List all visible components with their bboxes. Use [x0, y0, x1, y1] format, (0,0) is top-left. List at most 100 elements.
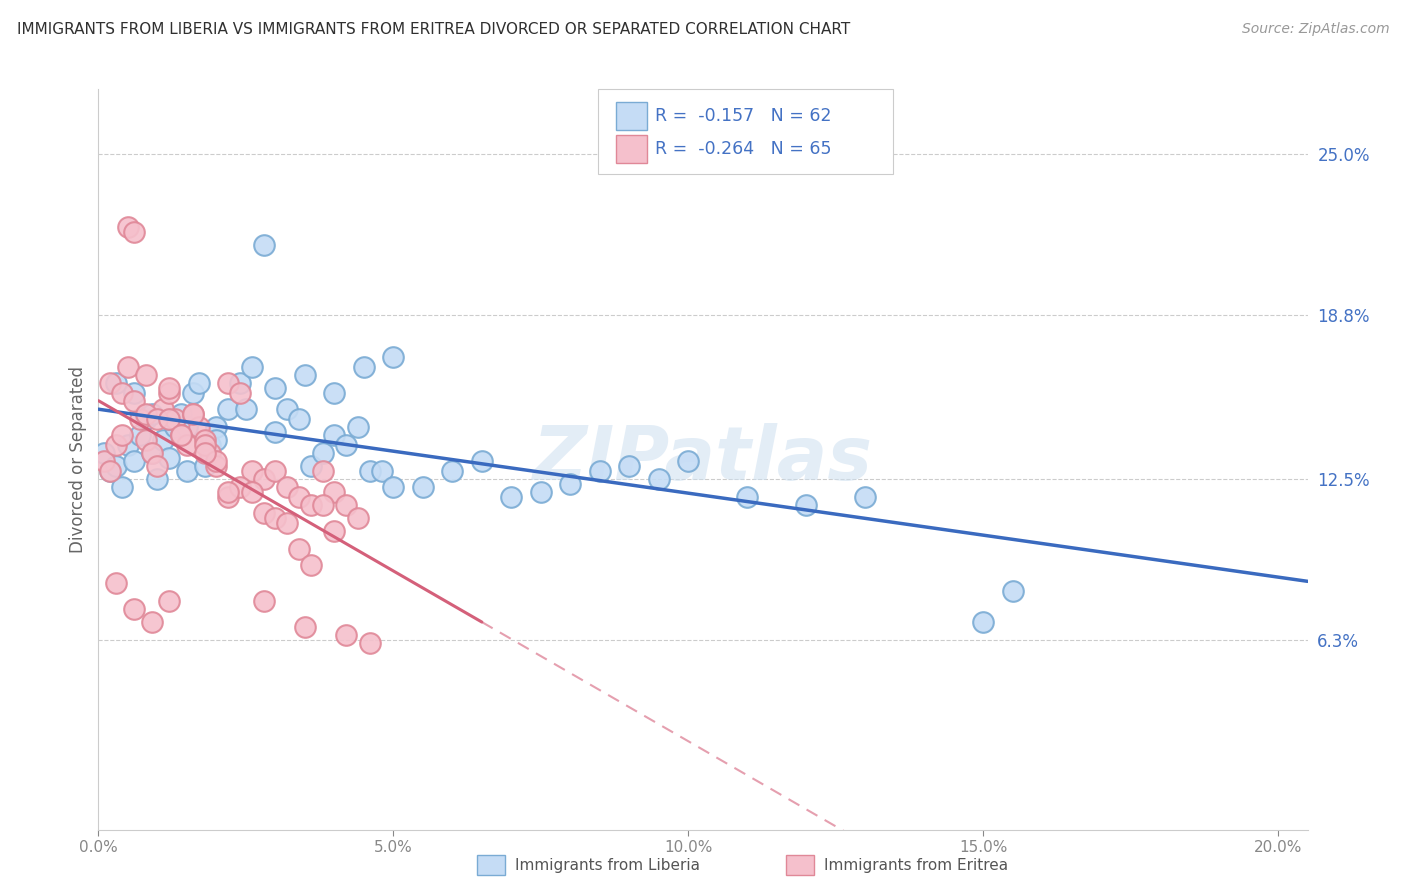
Point [217, 376, 239, 390]
Text: R =  -0.264   N = 65: R = -0.264 N = 65 [655, 140, 832, 158]
Text: Source: ZipAtlas.com: Source: ZipAtlas.com [1241, 22, 1389, 37]
Point [252, 472, 274, 486]
Point [105, 575, 128, 590]
Point [323, 427, 346, 442]
Point [323, 524, 346, 538]
Point [276, 516, 298, 530]
Point [157, 381, 180, 395]
Point [135, 412, 157, 426]
Point [117, 438, 139, 452]
Point [264, 425, 287, 439]
Point [972, 615, 994, 629]
Point [382, 480, 405, 494]
Point [217, 484, 239, 499]
Point [176, 464, 198, 478]
Point [157, 451, 180, 466]
Point [98, 376, 121, 390]
Point [264, 511, 287, 525]
Point [93, 453, 115, 467]
Point [276, 401, 298, 416]
Point [117, 219, 139, 234]
Point [560, 477, 582, 491]
Point [141, 407, 163, 421]
Point [323, 484, 346, 499]
Point [157, 386, 180, 401]
Text: ZIPatlas: ZIPatlas [533, 423, 873, 496]
Point [619, 458, 641, 473]
Point [181, 386, 204, 401]
Point [187, 376, 209, 390]
Point [135, 368, 157, 382]
Point [1001, 583, 1024, 598]
Point [294, 620, 316, 634]
Point [122, 453, 145, 467]
Point [530, 484, 553, 499]
Point [194, 433, 217, 447]
Point [288, 541, 311, 556]
Point [111, 480, 134, 494]
Point [252, 238, 274, 252]
Point [128, 412, 150, 426]
Point [194, 438, 217, 452]
Point [359, 635, 381, 649]
Point [122, 225, 145, 239]
Point [311, 464, 333, 478]
Point [229, 386, 252, 401]
Point [170, 427, 193, 442]
Point [294, 368, 316, 382]
Point [111, 386, 134, 401]
Point [194, 446, 217, 460]
Point [165, 420, 187, 434]
Point [165, 412, 187, 426]
Point [128, 427, 150, 442]
Point [353, 360, 375, 375]
Point [146, 458, 169, 473]
Point [176, 438, 198, 452]
Point [200, 438, 222, 452]
Point [122, 601, 145, 615]
Point [117, 360, 139, 375]
Point [335, 438, 357, 452]
Text: Immigrants from Liberia: Immigrants from Liberia [515, 858, 700, 872]
Point [229, 480, 252, 494]
Point [146, 472, 169, 486]
Point [135, 407, 157, 421]
Point [382, 350, 405, 364]
Point [794, 498, 817, 512]
Point [170, 427, 193, 442]
Point [105, 458, 128, 473]
Point [678, 453, 700, 467]
Point [441, 464, 464, 478]
Point [347, 511, 370, 525]
Point [347, 420, 370, 434]
Point [311, 446, 333, 460]
Point [176, 420, 198, 434]
Point [288, 490, 311, 504]
Point [264, 464, 287, 478]
Point [157, 594, 180, 608]
Point [111, 427, 134, 442]
Point [735, 490, 758, 504]
Point [335, 498, 357, 512]
Point [122, 386, 145, 401]
Point [370, 464, 392, 478]
Point [170, 407, 193, 421]
Point [235, 401, 257, 416]
Y-axis label: Divorced or Separated: Divorced or Separated [69, 366, 87, 553]
Point [501, 490, 523, 504]
Point [194, 458, 217, 473]
Point [181, 407, 204, 421]
Point [122, 393, 145, 408]
Text: R =  -0.157   N = 62: R = -0.157 N = 62 [655, 107, 832, 125]
Point [98, 464, 121, 478]
Point [152, 401, 174, 416]
Point [205, 420, 228, 434]
Point [217, 401, 239, 416]
Point [252, 506, 274, 520]
Point [299, 458, 322, 473]
Point [205, 453, 228, 467]
Point [264, 381, 287, 395]
Point [200, 446, 222, 460]
Text: Immigrants from Eritrea: Immigrants from Eritrea [824, 858, 1008, 872]
Point [141, 615, 163, 629]
